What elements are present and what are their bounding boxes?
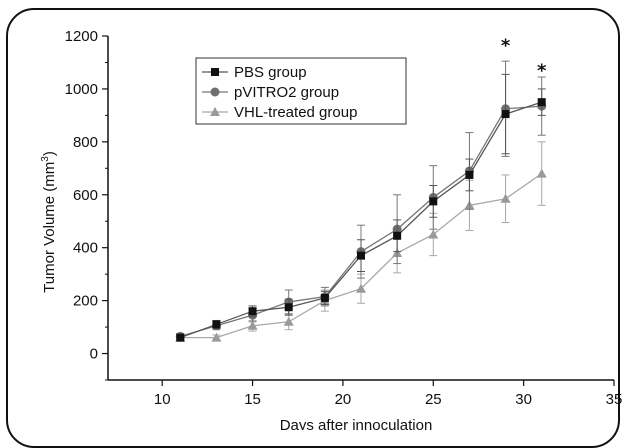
- data-point: [283, 316, 294, 326]
- legend-label: pVITRO2 group: [234, 84, 339, 101]
- data-point: [428, 229, 439, 239]
- y-tick-label: 1200: [65, 28, 98, 45]
- tumor-volume-chart: 10 15 20 25 30 35 0 200 400 600 800 1000 1200 * * Day…: [40, 28, 623, 430]
- legend-marker: [211, 68, 219, 76]
- data-point: [356, 283, 366, 293]
- legend-marker: [210, 107, 220, 116]
- y-tick-label: 800: [73, 134, 98, 151]
- data-point: [212, 320, 221, 329]
- y-tick-label: 1000: [65, 81, 98, 98]
- data-point: [393, 231, 402, 240]
- y-tick-label: 0: [90, 346, 98, 363]
- x-axis-title: Days after innoculation: [280, 417, 433, 430]
- y-axis-title: Tumor Volume (mm3): [40, 151, 58, 293]
- data-point: [248, 307, 257, 316]
- y-tick-label: 600: [73, 187, 98, 204]
- y-tick-label: 200: [73, 293, 98, 310]
- data-point: [465, 170, 474, 179]
- data-point: [536, 168, 547, 178]
- data-point: [501, 110, 510, 119]
- data-point: [500, 193, 511, 203]
- legend-marker: [210, 87, 220, 97]
- data-point: [537, 98, 546, 107]
- data-point: [211, 332, 222, 342]
- legend-item-pvitro2-group: pVITRO2 group: [202, 84, 339, 101]
- legend-item-vhl-treated-group: VHL-treated group: [202, 104, 357, 121]
- x-tick-label: 30: [515, 391, 532, 408]
- legend-box: [195, 57, 407, 125]
- x-tick-label: 10: [154, 391, 171, 408]
- legend: PBS group pVITRO2 group VHL-treated group: [195, 57, 407, 125]
- data-point: [357, 251, 365, 260]
- series-pbs-group: [176, 73, 546, 342]
- x-tick-label: 25: [425, 391, 442, 408]
- data-point: [247, 320, 258, 330]
- legend-label: PBS group: [234, 64, 307, 81]
- data-point: [320, 293, 329, 302]
- significance-star: *: [537, 60, 547, 81]
- legend-item-pbs-group: PBS group: [202, 64, 307, 81]
- data-point: [176, 333, 185, 342]
- legend-label: VHL-treated group: [234, 104, 357, 121]
- data-point: [429, 197, 438, 206]
- x-tick-label: 15: [244, 391, 261, 408]
- x-tick-label: 35: [606, 391, 623, 408]
- y-tick-label: 400: [73, 240, 98, 257]
- significance-star: *: [501, 35, 511, 56]
- data-point: [284, 303, 293, 312]
- x-tick-label: 20: [335, 391, 352, 408]
